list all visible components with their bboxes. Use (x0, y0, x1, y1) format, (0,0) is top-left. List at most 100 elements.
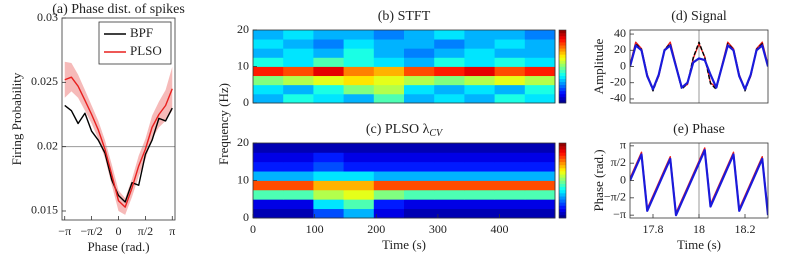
heatmap-cell (343, 75, 375, 86)
heatmap-cell (283, 93, 314, 104)
heatmap-cell (253, 66, 284, 77)
heatmap-cell (253, 30, 284, 40)
heatmap-cell (404, 152, 435, 163)
heatmap-cell (464, 208, 495, 219)
chart-title: (d) Signal (671, 9, 727, 24)
title-text: (d) Signal (671, 9, 727, 24)
heatmap-cell (464, 57, 495, 67)
heatmap-cell (343, 171, 375, 181)
colorbar-segment (559, 164, 566, 169)
heatmap-cell (494, 143, 526, 153)
colorbar-segment (559, 99, 566, 104)
x-tick-label: 300 (429, 222, 447, 236)
heatmap-cell (313, 84, 344, 95)
colorbar-segment (559, 177, 566, 181)
heatmap-cell (343, 30, 375, 40)
colorbar-segment (559, 189, 566, 194)
heatmap-cell (313, 161, 344, 172)
y-tick-label: 0.02 (37, 138, 58, 152)
colorbar-segment (559, 54, 566, 58)
legend-label: BPF (130, 25, 153, 40)
heatmap-cell (494, 57, 526, 67)
colorbar-segment (559, 202, 566, 206)
heatmap-cell (404, 30, 435, 40)
heatmap-cell (524, 199, 556, 210)
heatmap-cell (283, 48, 314, 58)
heatmap-cell (313, 180, 344, 191)
y-tick-label: π (620, 138, 626, 152)
y-tick-label: 0 (620, 172, 626, 186)
heatmap-cell (373, 48, 405, 58)
title-text: (a) Phase dist. of spikes (52, 2, 185, 17)
heatmap-cell (494, 48, 526, 58)
heatmap-cell (313, 143, 344, 153)
heatmap-cell (404, 180, 435, 191)
heatmap-cell (253, 189, 284, 200)
y-tick-label: 0 (243, 210, 249, 224)
heatmap-cell (313, 208, 344, 219)
heatmap-cell (343, 39, 375, 49)
colorbar-segment (559, 66, 566, 70)
heatmap-cell (464, 84, 495, 95)
heatmap-cell (283, 84, 314, 95)
heatmap-cell (434, 30, 465, 40)
series-line (630, 41, 768, 92)
heatmap-cell (373, 143, 405, 153)
heatmap-cell (343, 189, 375, 200)
colorbar-segment (559, 205, 566, 209)
heatmap-cell (494, 161, 526, 172)
heatmap-cell (494, 152, 526, 163)
heatmap-cell (283, 30, 314, 40)
heatmap-cell (434, 66, 465, 77)
heatmap-cell (524, 152, 556, 163)
colorbar-segment (559, 168, 566, 172)
heatmap-cell (494, 171, 526, 181)
heatmap-cell (283, 180, 314, 191)
heatmap-cell (283, 66, 314, 77)
colorbar-segment (559, 171, 566, 175)
y-tick-label: -40 (610, 91, 626, 105)
heatmap-cell (253, 84, 284, 95)
heatmap-cell (464, 180, 495, 191)
y-tick-label: 20 (614, 42, 626, 56)
colorbar-segment (559, 152, 566, 156)
heatmap-cell (404, 39, 435, 49)
heatmap-cell (464, 199, 495, 210)
heatmap-cell (373, 84, 405, 95)
heatmap-cell (434, 84, 465, 95)
heatmap-cell (343, 152, 375, 163)
colorbar-segment (559, 33, 566, 37)
y-tick-label: 0 (620, 58, 626, 72)
heatmap-cell (313, 30, 344, 40)
heatmap-cell (524, 161, 556, 172)
colorbar-segment (559, 69, 566, 73)
y-axis-label: Firing Probability (9, 72, 24, 165)
heatmap-cell (313, 199, 344, 210)
y-tick-label: 10 (237, 58, 249, 72)
heatmap-cell (373, 161, 405, 172)
heatmap-cell (404, 143, 435, 153)
heatmap-cell (404, 57, 435, 67)
series-line (64, 76, 173, 208)
heatmap-cell (343, 161, 375, 172)
colorbar-segment (559, 36, 566, 40)
title-text: (e) Phase (673, 122, 725, 137)
heatmap-cell (524, 93, 556, 104)
colorbar-segment (559, 174, 566, 178)
heatmap-cell (404, 84, 435, 95)
heatmap-cell (464, 189, 495, 200)
heatmap-cell (283, 75, 314, 86)
heatmap-cell (283, 208, 314, 219)
heatmap-cell (283, 143, 314, 153)
heatmap-cell (434, 208, 465, 219)
heatmap-cell (283, 161, 314, 172)
heatmap-cell (434, 39, 465, 49)
heatmap-cell (283, 57, 314, 67)
colorbar-segment (559, 96, 566, 101)
heatmap-cell (524, 84, 556, 95)
heatmap-cell (313, 48, 344, 58)
heatmap-cell (434, 152, 465, 163)
y-tick-label: 0.015 (31, 203, 58, 217)
y-tick-label: −π/2 (604, 190, 626, 204)
